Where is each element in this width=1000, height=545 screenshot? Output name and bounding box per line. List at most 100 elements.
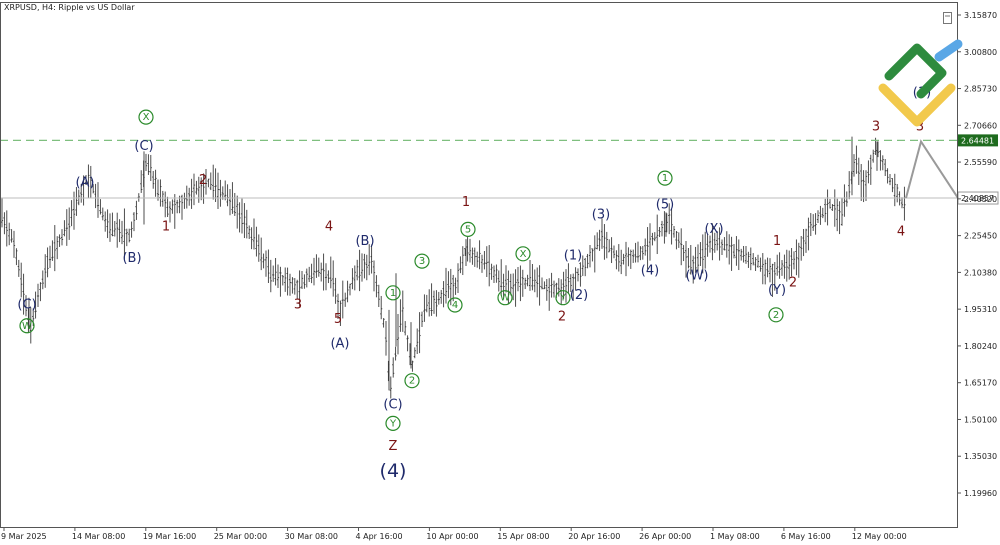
x-tick-label: 14 Mar 08:00	[72, 532, 125, 541]
candle	[495, 264, 498, 283]
candle	[629, 249, 632, 269]
brand-logo	[878, 39, 963, 127]
y-tick-label: 3.15870	[964, 11, 997, 20]
candle	[113, 220, 116, 237]
candle	[430, 283, 433, 316]
candle	[51, 240, 54, 261]
candle	[548, 278, 551, 311]
candle	[831, 204, 834, 211]
candle	[293, 278, 296, 295]
candle	[608, 239, 611, 253]
candle	[39, 282, 42, 302]
candle	[550, 272, 553, 298]
candle	[149, 154, 152, 181]
candle	[701, 234, 704, 274]
candle	[317, 257, 320, 277]
candle	[212, 164, 215, 200]
wave-label: (X)	[704, 222, 723, 237]
candle	[807, 217, 810, 251]
candle	[795, 239, 798, 276]
candle	[819, 205, 822, 225]
candle	[154, 169, 157, 197]
candle	[89, 165, 92, 199]
candle	[838, 201, 841, 235]
wave-label: (2)	[570, 288, 588, 303]
candle	[36, 283, 40, 308]
candle	[684, 241, 688, 278]
candle	[250, 227, 253, 250]
candle	[365, 254, 368, 281]
candle	[418, 312, 421, 354]
candle	[584, 257, 587, 277]
wave-label: 3	[872, 119, 880, 134]
candle	[327, 270, 330, 284]
candle	[406, 335, 409, 352]
candle	[411, 360, 414, 372]
candle	[747, 251, 750, 268]
y-tick-label: 2.55590	[964, 158, 997, 167]
wave-label: (C)	[17, 298, 36, 313]
candle	[262, 253, 265, 269]
candle	[341, 280, 344, 319]
candle	[380, 295, 383, 320]
wave-label-text: 5	[465, 224, 471, 235]
wave-label: 4	[897, 224, 905, 239]
y-tick-label: 2.40520	[964, 195, 997, 204]
candle	[528, 260, 532, 291]
wave-label-text: 3	[916, 119, 924, 134]
wave-labels: W(C)(A)(B)X(C)12345(A)(B)1342(C)YZ(4)15X…	[17, 85, 931, 482]
candle	[377, 284, 380, 308]
candle	[488, 245, 491, 287]
resistance-price-box	[958, 134, 998, 147]
scroll-box-icon[interactable]	[943, 12, 952, 24]
wave-label: X	[138, 109, 154, 125]
wave-label: (C)	[383, 398, 402, 413]
candle	[118, 219, 121, 243]
candle	[53, 225, 56, 272]
wave-label-text: X	[520, 249, 527, 260]
candle	[440, 289, 443, 304]
candle	[682, 245, 685, 262]
candle	[480, 254, 484, 273]
candle	[298, 270, 301, 307]
candle	[140, 170, 143, 193]
candle	[10, 229, 13, 243]
wave-label-text: (5)	[656, 197, 674, 212]
candle	[593, 235, 596, 273]
candle	[790, 248, 793, 277]
projection-path	[905, 139, 959, 199]
candle	[351, 268, 354, 290]
candle	[680, 228, 683, 266]
candle	[543, 281, 546, 290]
candle	[778, 252, 781, 279]
wave-label: 2	[199, 173, 207, 188]
candle	[104, 211, 107, 232]
candle	[540, 277, 544, 290]
wave-label: W	[19, 318, 35, 334]
candle	[536, 267, 539, 298]
wave-label-text: 4	[325, 219, 333, 234]
wave-label: 3	[916, 119, 924, 134]
wave-label-circle	[138, 109, 154, 125]
candle	[713, 232, 716, 253]
candle	[284, 267, 287, 292]
candle	[780, 259, 784, 276]
wave-label-text: W	[500, 293, 510, 304]
wave-label-circle	[497, 290, 513, 306]
candle	[742, 245, 745, 263]
candle	[272, 265, 275, 282]
wave-label-circle	[404, 373, 420, 389]
wave-label-text: 3	[872, 119, 880, 134]
wave-label-text: W	[22, 321, 32, 332]
candle	[675, 230, 678, 250]
wave-label-circle	[414, 253, 430, 269]
wave-label-text: 3	[419, 256, 425, 267]
candle	[519, 265, 522, 302]
candle	[893, 173, 896, 207]
wave-label-circle	[768, 307, 784, 323]
candle	[185, 185, 188, 209]
candle	[332, 260, 335, 297]
candle	[560, 279, 563, 305]
